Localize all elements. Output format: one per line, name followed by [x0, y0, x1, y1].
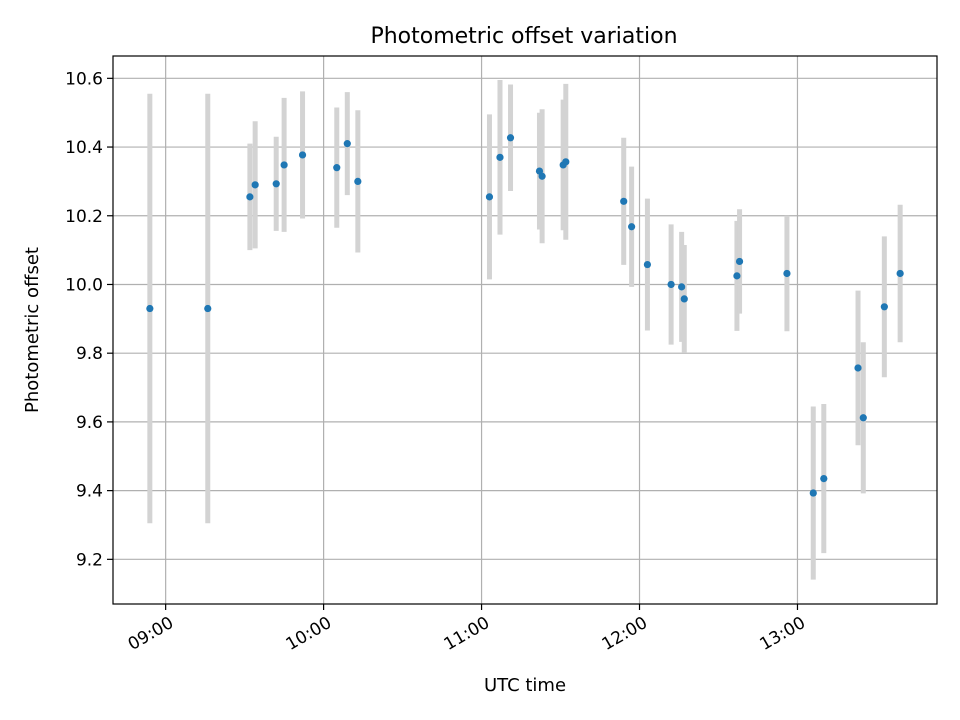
data-point: [620, 197, 628, 205]
data-point: [680, 295, 688, 303]
x-axis-label: UTC time: [484, 675, 566, 696]
data-point: [485, 193, 494, 201]
y-axis-label: Photometric offset: [22, 247, 43, 413]
data-point: [146, 304, 154, 313]
data-point: [735, 257, 744, 266]
data-point: [628, 223, 636, 231]
y-tick-label: 9.4: [76, 482, 103, 502]
data-points: [146, 134, 904, 497]
data-point: [204, 304, 212, 313]
y-axis-ticks: 9.2 9.4 9.6 9.8 10.0 10.2 10.4 10.6: [65, 69, 113, 570]
y-tick-label: 10.6: [65, 69, 103, 89]
y-tick-label: 10.2: [65, 207, 103, 227]
data-point: [820, 474, 828, 483]
data-point: [678, 283, 686, 291]
data-point: [562, 158, 570, 166]
data-point: [298, 151, 307, 159]
data-point: [783, 269, 791, 278]
data-point: [643, 260, 652, 269]
y-tick-label: 10.0: [65, 275, 103, 295]
data-point: [251, 181, 259, 189]
data-point: [343, 140, 351, 148]
y-tick-label: 9.2: [76, 550, 103, 570]
data-point: [733, 272, 741, 280]
data-point: [854, 364, 862, 372]
data-point: [333, 164, 341, 172]
data-point: [538, 172, 546, 180]
data-point: [896, 269, 904, 278]
data-point: [667, 280, 675, 289]
data-point: [809, 489, 817, 497]
data-point: [859, 414, 867, 422]
plot-frame: [112, 55, 938, 605]
data-point: [506, 134, 515, 142]
y-tick-label: 9.6: [76, 413, 103, 433]
y-tick-label: 9.8: [76, 344, 103, 364]
data-point: [496, 153, 504, 161]
y-tick-label: 10.4: [65, 138, 103, 158]
chart-title: Photometric offset variation: [370, 24, 677, 49]
data-point: [280, 161, 288, 169]
data-point: [272, 180, 280, 188]
data-point: [880, 303, 888, 311]
data-point: [246, 193, 254, 201]
data-point: [354, 177, 362, 186]
